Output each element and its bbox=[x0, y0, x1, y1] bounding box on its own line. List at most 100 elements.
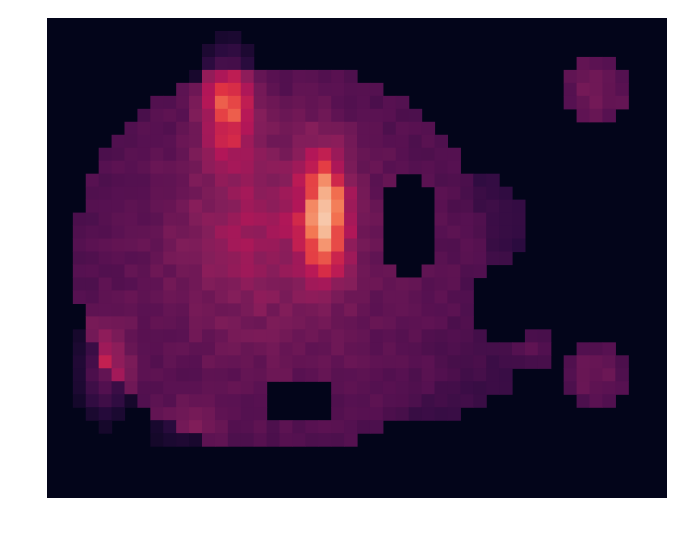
heatmap-cell bbox=[369, 407, 384, 421]
heatmap-cell bbox=[369, 212, 384, 227]
heatmap-cell bbox=[305, 238, 319, 253]
heatmap-cell bbox=[202, 225, 216, 240]
heatmap-cell bbox=[331, 290, 345, 304]
heatmap-cell bbox=[499, 238, 513, 253]
heatmap-cell bbox=[214, 69, 229, 84]
heatmap-cell bbox=[189, 95, 203, 110]
heatmap-cell bbox=[589, 108, 604, 123]
heatmap-cell bbox=[512, 225, 526, 240]
heatmap-cell bbox=[227, 368, 242, 382]
heatmap-cell bbox=[202, 433, 216, 447]
heatmap-cell bbox=[214, 43, 229, 58]
heatmap-cell bbox=[85, 199, 100, 214]
heatmap-cell bbox=[318, 420, 332, 434]
heatmap-cell bbox=[331, 173, 345, 188]
heatmap-cell bbox=[421, 121, 436, 136]
heatmap-cell bbox=[305, 134, 319, 149]
heatmap-cell bbox=[240, 368, 255, 382]
heatmap-cell bbox=[253, 394, 268, 408]
heatmap-cell bbox=[408, 108, 423, 123]
heatmap-cell bbox=[576, 95, 591, 110]
heatmap-cell bbox=[499, 381, 513, 395]
heatmap-cell bbox=[447, 368, 461, 382]
heatmap-cell bbox=[163, 186, 177, 201]
heatmap-cell bbox=[421, 329, 436, 343]
heatmap-cell bbox=[576, 82, 591, 97]
heatmap-cell bbox=[563, 82, 578, 97]
heatmap-cell bbox=[292, 342, 306, 356]
heatmap-cell bbox=[447, 147, 461, 162]
heatmap-cell bbox=[344, 251, 358, 266]
heatmap-cell bbox=[434, 225, 449, 240]
heatmap-cell bbox=[189, 264, 203, 279]
heatmap-cell bbox=[227, 251, 242, 266]
heatmap-cell bbox=[98, 316, 113, 330]
heatmap-cell bbox=[214, 30, 229, 45]
heatmap-cell bbox=[473, 368, 487, 382]
heatmap-cell bbox=[163, 251, 177, 266]
heatmap-cell bbox=[305, 212, 319, 227]
heatmap-cell bbox=[421, 173, 436, 188]
heatmap-cell bbox=[240, 264, 255, 279]
heatmap-cell bbox=[240, 342, 255, 356]
heatmap-cell bbox=[137, 251, 151, 266]
heatmap-cell bbox=[111, 225, 126, 240]
heatmap-cell bbox=[602, 381, 616, 395]
heatmap-cell bbox=[240, 121, 255, 136]
heatmap-cell bbox=[434, 394, 449, 408]
heatmap-cell bbox=[163, 420, 177, 434]
heatmap-cell bbox=[85, 381, 100, 395]
heatmap-cell bbox=[447, 199, 461, 214]
heatmap-cell bbox=[98, 147, 113, 162]
heatmap-cell bbox=[369, 95, 384, 110]
heatmap-cell bbox=[382, 303, 397, 317]
heatmap-cell bbox=[305, 316, 319, 330]
heatmap-cell bbox=[85, 329, 100, 343]
heatmap-cell bbox=[227, 329, 242, 343]
heatmap-cell bbox=[227, 433, 242, 447]
heatmap-cell bbox=[499, 342, 513, 356]
heatmap-cell bbox=[150, 368, 164, 382]
heatmap-cell bbox=[189, 420, 203, 434]
heatmap-cell bbox=[85, 355, 100, 369]
heatmap-cell bbox=[214, 121, 229, 136]
heatmap-cell bbox=[447, 277, 461, 292]
heatmap-cell bbox=[111, 186, 126, 201]
heatmap-cell bbox=[357, 95, 371, 110]
heatmap-cell bbox=[460, 173, 474, 188]
heatmap-cell bbox=[227, 420, 242, 434]
heatmap-cell bbox=[124, 160, 139, 175]
heatmap-cell bbox=[292, 368, 306, 382]
heatmap-cell bbox=[111, 368, 126, 382]
heatmap-cell bbox=[240, 212, 255, 227]
heatmap-cell bbox=[473, 173, 487, 188]
heatmap-cell bbox=[202, 342, 216, 356]
heatmap-cell bbox=[447, 225, 461, 240]
heatmap-cell bbox=[344, 147, 358, 162]
heatmap-cell bbox=[292, 199, 306, 214]
heatmap-cell bbox=[408, 381, 423, 395]
heatmap-cell bbox=[202, 355, 216, 369]
heatmap-cell bbox=[537, 342, 552, 356]
heatmap-cell bbox=[163, 368, 177, 382]
heatmap-cell bbox=[318, 238, 332, 253]
heatmap-cell bbox=[150, 329, 164, 343]
heatmap-cell bbox=[563, 381, 578, 395]
heatmap-cell bbox=[72, 277, 87, 292]
heatmap-cell bbox=[98, 407, 113, 421]
heatmap-cell bbox=[150, 407, 164, 421]
heatmap-cell bbox=[266, 225, 281, 240]
heatmap-cell bbox=[266, 238, 281, 253]
heatmap-cell bbox=[163, 355, 177, 369]
heatmap-cell bbox=[318, 277, 332, 292]
heatmap-cell bbox=[331, 134, 345, 149]
heatmap-cell bbox=[318, 69, 332, 84]
heatmap-cell bbox=[434, 134, 449, 149]
heatmap-cell bbox=[176, 420, 190, 434]
heatmap-cell bbox=[421, 290, 436, 304]
heatmap-cell bbox=[189, 329, 203, 343]
heatmap-cell bbox=[240, 108, 255, 123]
heatmap-cell bbox=[473, 394, 487, 408]
heatmap-cell bbox=[214, 316, 229, 330]
heatmap-cell bbox=[124, 186, 139, 201]
